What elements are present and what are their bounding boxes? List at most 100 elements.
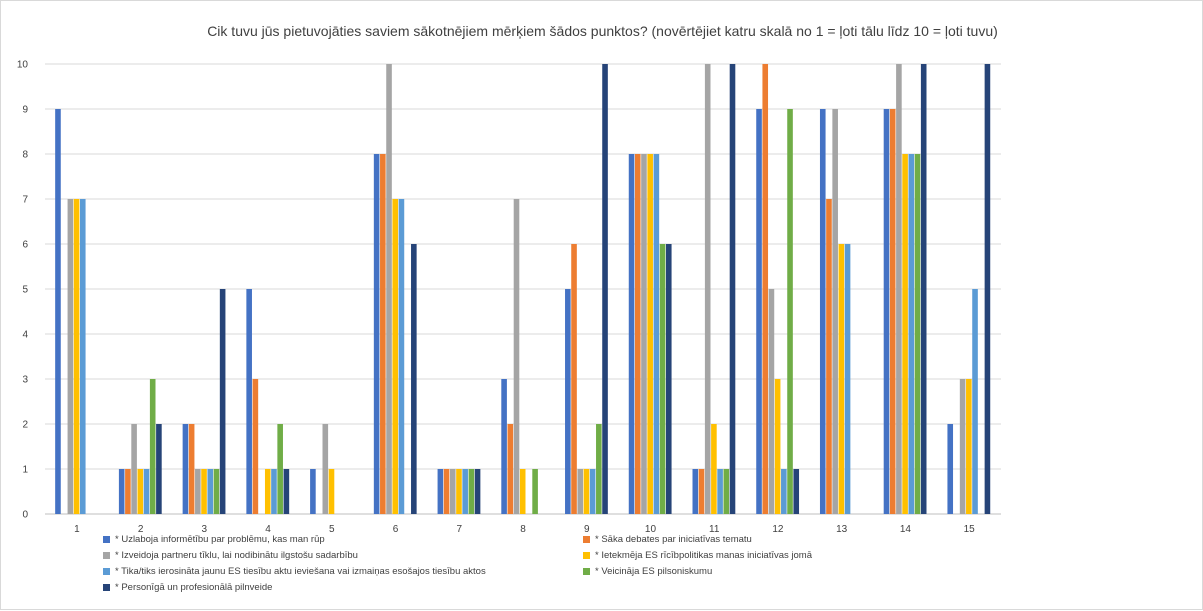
bar-series-1-cat-5 — [310, 469, 316, 514]
y-tick-label: 3 — [22, 375, 28, 386]
x-tick-label: 9 — [584, 524, 590, 535]
bar-series-1-cat-13 — [819, 109, 826, 514]
bar-series-3-cat-10 — [641, 154, 647, 514]
bar-series-3-cat-15 — [959, 379, 966, 514]
legend-item: * Izveidoja partneru tīklu, lai nodibinā… — [103, 550, 358, 561]
bar-series-3-cat-9 — [577, 469, 584, 514]
y-tick-label: 7 — [22, 195, 28, 206]
bar-series-2-cat-4 — [252, 379, 259, 514]
bar-series-7-cat-12 — [793, 469, 800, 514]
bar-series-1-cat-6 — [373, 154, 380, 514]
bar-series-6-cat-2 — [149, 379, 156, 514]
bar-series-3-cat-3 — [195, 469, 201, 514]
bar-series-6-cat-11 — [723, 469, 730, 514]
legend-swatch — [583, 568, 590, 575]
x-tick-label: 3 — [202, 524, 208, 535]
x-tick-label: 13 — [836, 524, 848, 535]
bar-series-1-cat-14 — [883, 109, 890, 514]
bar-series-5-cat-3 — [207, 469, 214, 514]
x-tick-label: 15 — [964, 524, 976, 535]
bar-series-4-cat-1 — [73, 199, 80, 514]
bar-series-3-cat-11 — [704, 64, 711, 514]
bar-series-4-cat-14 — [902, 154, 908, 514]
legend-item: * Personīgā un profesionālā pilnveide — [103, 582, 272, 593]
legend-item: * Sāka debates par iniciatīvas tematu — [583, 534, 752, 545]
bar-series-7-cat-6 — [411, 244, 417, 514]
y-tick-label: 0 — [22, 510, 28, 521]
legend-label: * Veicināja ES pilsoniskumu — [595, 566, 713, 577]
legend-item: * Tika/tiks ierosināta jaunu ES tiesību … — [103, 566, 486, 577]
bar-series-5-cat-14 — [908, 154, 915, 514]
x-tick-label: 5 — [329, 524, 335, 535]
bar-series-5-cat-2 — [143, 469, 150, 514]
bar-series-3-cat-14 — [896, 64, 902, 514]
bar-series-1-cat-1 — [55, 109, 61, 514]
bar-series-5-cat-6 — [398, 199, 405, 514]
x-tick-label: 4 — [265, 524, 271, 535]
bar-series-6-cat-12 — [787, 109, 793, 514]
legend-swatch — [583, 536, 590, 543]
bar-series-5-cat-9 — [589, 469, 596, 514]
bar-series-6-cat-14 — [914, 154, 921, 514]
bar-series-1-cat-12 — [756, 109, 762, 514]
bar-series-1-cat-10 — [628, 154, 635, 514]
bar-series-1-cat-4 — [246, 289, 252, 514]
bar-series-3-cat-8 — [513, 199, 520, 514]
legend-label: * Personīgā un profesionālā pilnveide — [115, 582, 273, 593]
bar-series-4-cat-12 — [774, 379, 781, 514]
bar-series-4-cat-3 — [201, 469, 207, 514]
bar-series-5-cat-12 — [781, 469, 787, 514]
bar-series-4-cat-4 — [264, 469, 271, 514]
x-tick-label: 2 — [138, 524, 144, 535]
bar-series-1-cat-9 — [565, 289, 571, 514]
bars — [55, 64, 991, 514]
bar-series-5-cat-7 — [462, 469, 468, 514]
bar-series-2-cat-6 — [380, 154, 386, 514]
bar-series-7-cat-3 — [219, 289, 226, 514]
gridlines — [45, 63, 1001, 515]
bar-series-7-cat-9 — [602, 64, 608, 514]
chart-title: Cik tuvu jūs pietuvojāties saviem sākotn… — [207, 23, 998, 39]
bar-series-6-cat-4 — [277, 424, 283, 514]
y-tick-label: 6 — [22, 240, 28, 251]
bar-series-3-cat-13 — [832, 109, 838, 514]
legend-item: * Uzlaboja informētību par problēmu, kas… — [103, 534, 325, 545]
bar-series-1-cat-11 — [692, 469, 699, 514]
bar-series-6-cat-7 — [468, 469, 475, 514]
bar-series-7-cat-11 — [729, 64, 736, 514]
legend-swatch — [103, 536, 110, 543]
bar-series-1-cat-2 — [118, 469, 125, 514]
y-tick-label: 5 — [22, 285, 28, 296]
bar-series-7-cat-4 — [283, 469, 290, 514]
bar-series-6-cat-8 — [532, 469, 538, 514]
legend-label: * Izveidoja partneru tīklu, lai nodibinā… — [115, 550, 358, 561]
legend-swatch — [103, 552, 110, 559]
bar-series-2-cat-2 — [125, 469, 131, 514]
bar-series-2-cat-7 — [443, 469, 450, 514]
bar-series-2-cat-12 — [762, 64, 769, 514]
bar-series-3-cat-1 — [67, 199, 74, 514]
bar-series-3-cat-5 — [322, 424, 329, 514]
bar-series-7-cat-7 — [474, 469, 481, 514]
bar-series-5-cat-13 — [844, 244, 851, 514]
bar-series-3-cat-12 — [768, 289, 775, 514]
bar-series-3-cat-6 — [386, 64, 392, 514]
x-tick-label: 11 — [709, 524, 720, 535]
bar-series-4-cat-9 — [583, 469, 590, 514]
bar-series-2-cat-9 — [571, 244, 577, 514]
legend-swatch — [103, 584, 110, 591]
x-tick-label: 12 — [772, 524, 784, 535]
bar-series-7-cat-14 — [920, 64, 927, 514]
bar-series-5-cat-1 — [79, 199, 86, 514]
y-axis-tick-labels: 0 1 2 3 4 5 6 7 8 9 10 — [17, 60, 29, 521]
bar-series-3-cat-2 — [131, 424, 137, 514]
bar-series-6-cat-10 — [659, 244, 666, 514]
bar-series-5-cat-11 — [717, 469, 723, 514]
bar-series-4-cat-15 — [966, 379, 972, 514]
legend-swatch — [583, 552, 590, 559]
bar-series-1-cat-7 — [437, 469, 444, 514]
legend-swatch — [103, 568, 110, 575]
bar-series-1-cat-3 — [182, 424, 189, 514]
